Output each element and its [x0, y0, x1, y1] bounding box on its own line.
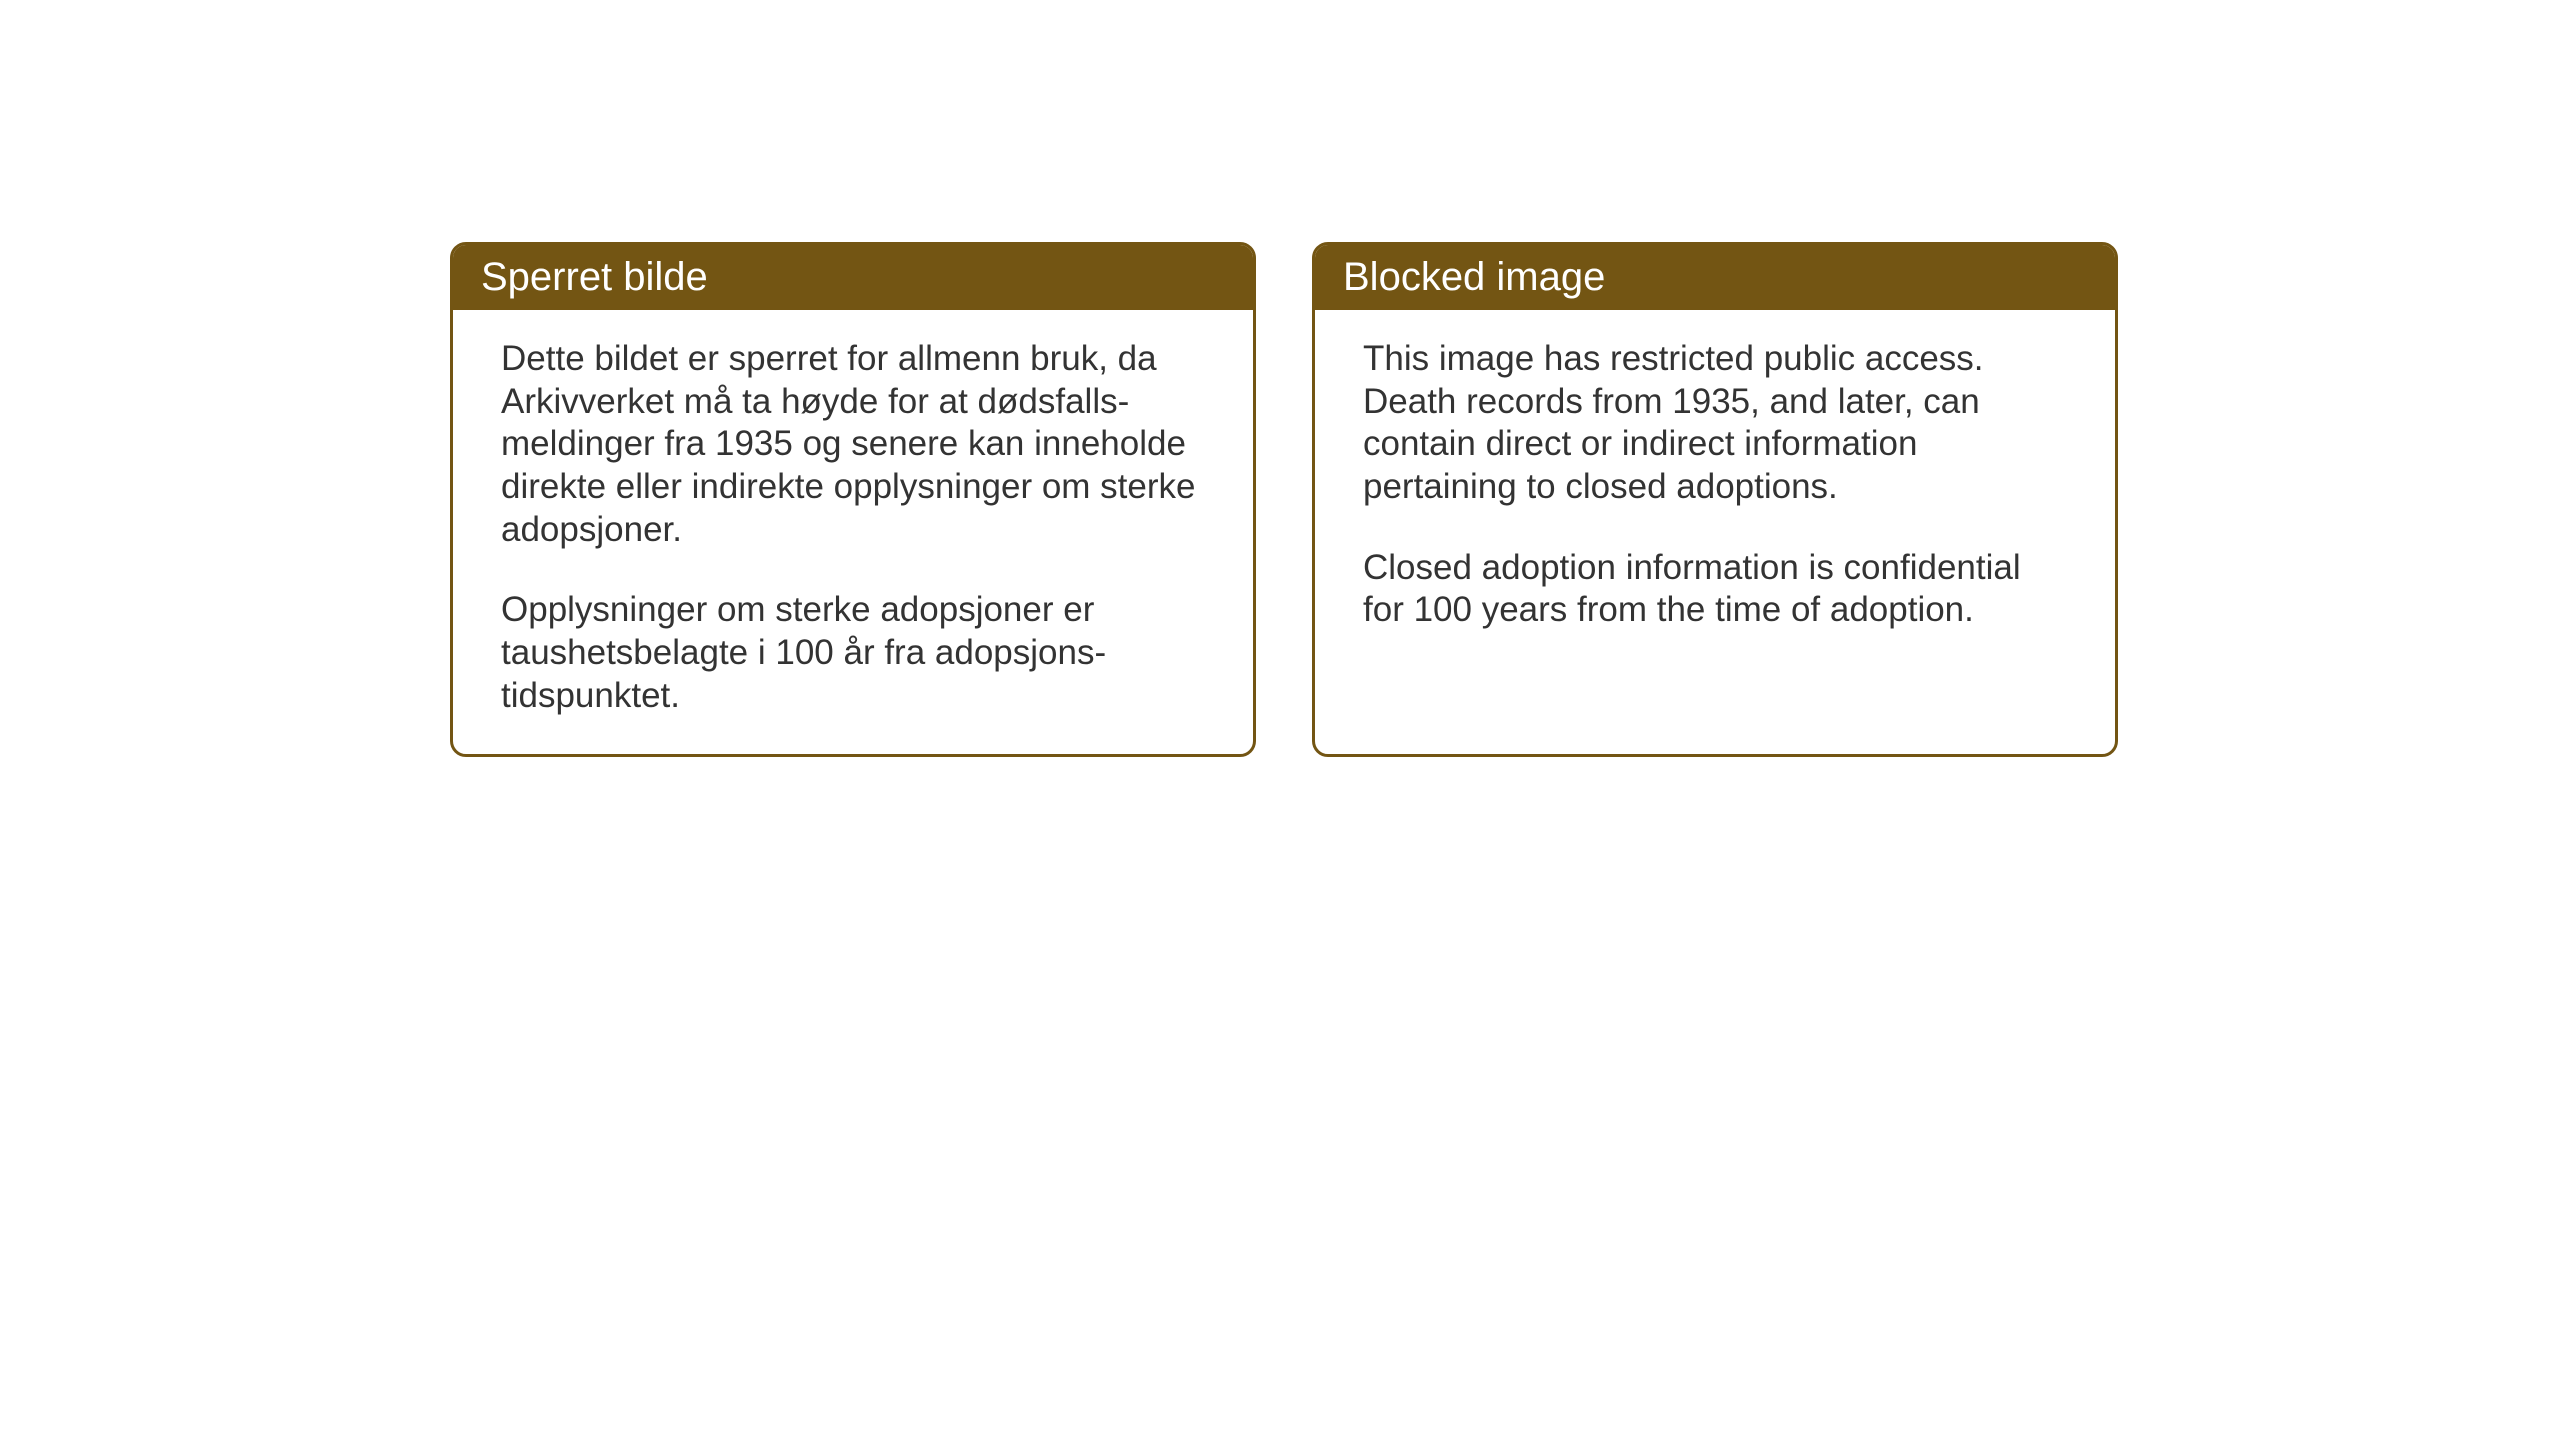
norwegian-paragraph-1: Dette bildet er sperret for allmenn bruk…: [501, 338, 1205, 551]
english-paragraph-1: This image has restricted public access.…: [1363, 338, 2067, 509]
norwegian-card-body: Dette bildet er sperret for allmenn bruk…: [453, 310, 1253, 754]
notice-cards-container: Sperret bilde Dette bildet er sperret fo…: [450, 242, 2118, 757]
norwegian-card-title: Sperret bilde: [453, 245, 1253, 310]
english-card-body: This image has restricted public access.…: [1315, 310, 2115, 668]
norwegian-notice-card: Sperret bilde Dette bildet er sperret fo…: [450, 242, 1256, 757]
english-paragraph-2: Closed adoption information is confident…: [1363, 547, 2067, 632]
english-notice-card: Blocked image This image has restricted …: [1312, 242, 2118, 757]
english-card-title: Blocked image: [1315, 245, 2115, 310]
norwegian-paragraph-2: Opplysninger om sterke adopsjoner er tau…: [501, 589, 1205, 717]
